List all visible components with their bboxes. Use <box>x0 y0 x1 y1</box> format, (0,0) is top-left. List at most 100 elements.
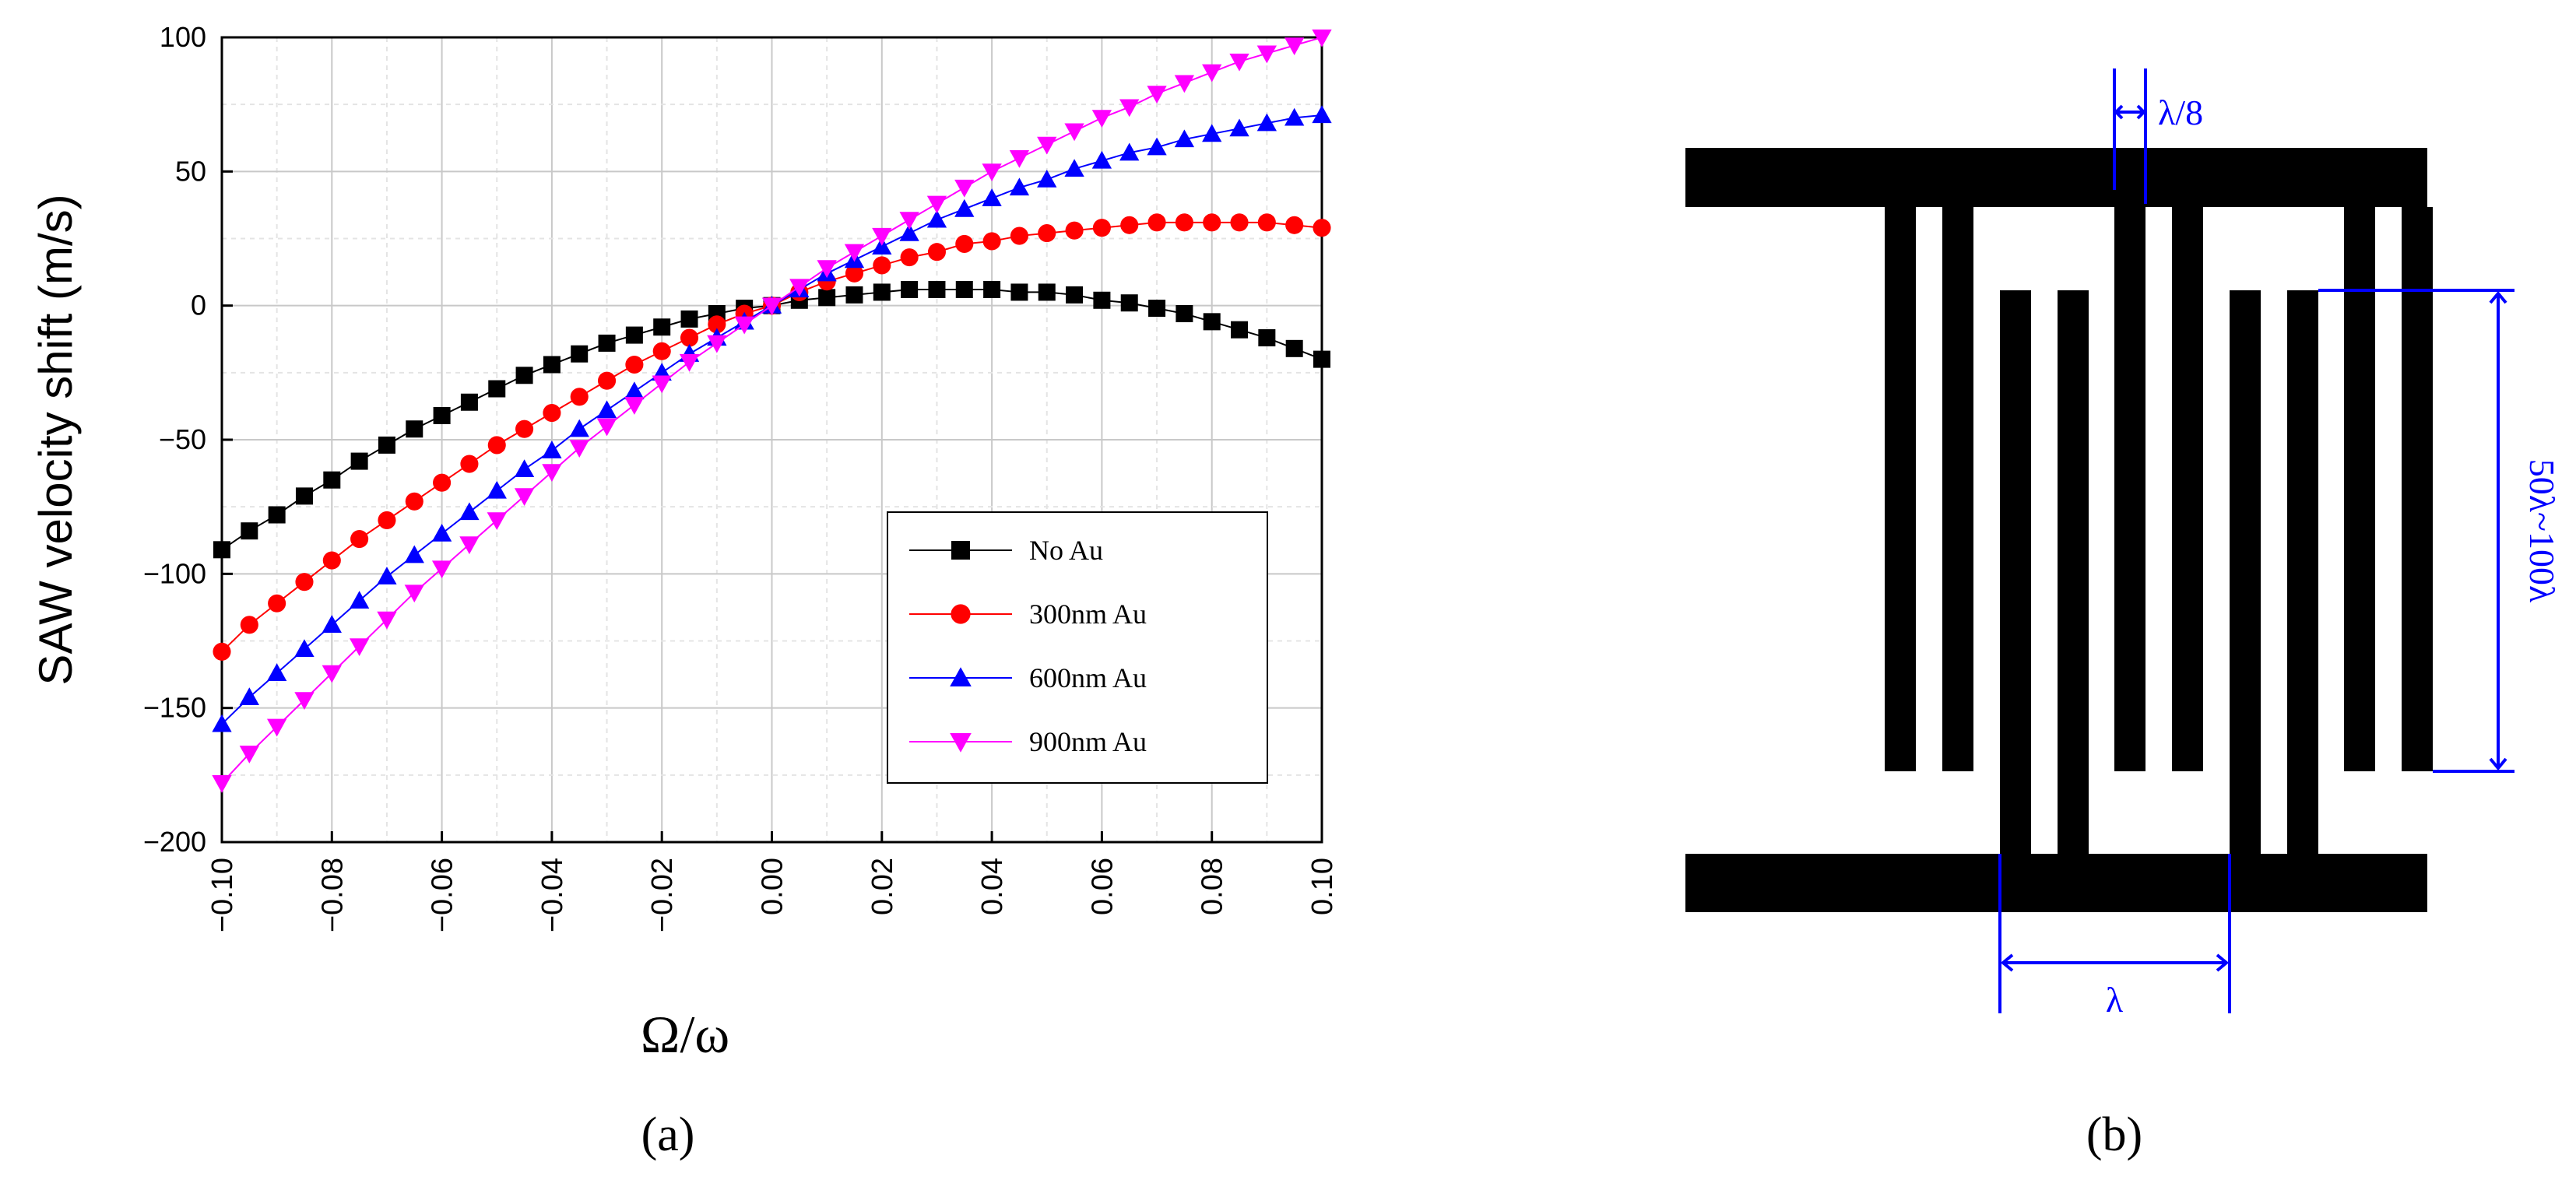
data-point-no-au <box>1066 286 1084 304</box>
caption-a-text: (a) <box>641 1108 695 1161</box>
data-point-600nm-au <box>899 223 919 241</box>
data-point-no-au <box>1231 321 1249 339</box>
top-finger <box>1942 207 1973 771</box>
x-tick-label: 0.06 <box>1086 858 1119 915</box>
data-point-300nm-au <box>625 355 644 374</box>
data-point-900nm-au <box>239 746 259 764</box>
y-axis-label: SAW velocity shift (m/s) <box>30 194 82 685</box>
y-tick-label: −50 <box>159 423 206 455</box>
data-point-600nm-au <box>1119 142 1140 161</box>
data-point-300nm-au <box>543 403 561 423</box>
data-point-900nm-au <box>789 279 810 297</box>
data-point-300nm-au <box>295 573 314 592</box>
data-point-600nm-au <box>459 502 480 521</box>
finger-width-label: λ/8 <box>2158 93 2203 132</box>
data-point-900nm-au <box>514 488 535 507</box>
data-point-no-au <box>845 286 863 304</box>
data-point-900nm-au <box>377 611 397 630</box>
data-point-300nm-au <box>1092 219 1111 237</box>
data-point-no-au <box>680 310 698 328</box>
data-point-no-au <box>873 283 891 301</box>
data-point-900nm-au <box>954 179 975 198</box>
caption-b-text: (b) <box>2086 1108 2142 1161</box>
data-point-600nm-au <box>1256 113 1277 132</box>
data-point-300nm-au <box>433 473 452 492</box>
caption-b: (b) <box>2086 1108 2142 1161</box>
top-finger <box>1885 207 1916 771</box>
data-point-no-au <box>1010 283 1028 301</box>
data-point-300nm-au <box>1175 213 1193 232</box>
data-point-300nm-au <box>927 243 946 262</box>
panel-b-idt-diagram: λ/8 λ 50λ~100λ (b) <box>1685 68 2562 1161</box>
data-point-900nm-au <box>652 375 672 394</box>
data-point-no-au <box>901 280 919 298</box>
data-point-900nm-au <box>459 536 480 555</box>
data-point-300nm-au <box>598 371 617 390</box>
data-point-900nm-au <box>487 512 507 531</box>
data-point-900nm-au <box>322 665 342 683</box>
legend-label-no-au: No Au <box>1029 535 1103 566</box>
data-point-600nm-au <box>487 480 507 499</box>
y-tick-label: 50 <box>175 155 206 187</box>
x-tick-label: 0.04 <box>976 858 1009 915</box>
x-tick-label: 0.02 <box>866 858 899 915</box>
data-point-no-au <box>1313 350 1330 368</box>
data-point-900nm-au <box>734 316 754 335</box>
data-point-900nm-au <box>817 260 837 279</box>
data-point-900nm-au <box>844 244 865 262</box>
data-point-no-au <box>653 318 671 336</box>
data-point-600nm-au <box>1174 129 1195 148</box>
data-point-300nm-au <box>213 642 231 661</box>
data-point-300nm-au <box>1038 224 1056 243</box>
data-point-600nm-au <box>404 545 424 563</box>
data-point-no-au <box>625 326 643 344</box>
data-point-600nm-au <box>926 209 947 228</box>
legend-box <box>887 511 1268 784</box>
data-point-900nm-au <box>294 692 315 710</box>
data-point-600nm-au <box>377 567 397 584</box>
bottom-finger <box>2230 290 2261 854</box>
data-point-600nm-au <box>569 419 589 437</box>
legend-label-300nm-au: 300nm Au <box>1029 599 1147 630</box>
series-layer <box>212 29 1332 793</box>
data-point-600nm-au <box>1037 170 1057 188</box>
data-point-600nm-au <box>1312 105 1332 124</box>
legend-marker-900nm-au <box>950 732 972 753</box>
top-finger <box>2114 207 2145 771</box>
data-point-no-au <box>1258 329 1276 347</box>
bottom-finger <box>2000 290 2031 854</box>
data-point-no-au <box>928 280 946 298</box>
data-point-900nm-au <box>1202 64 1222 82</box>
data-point-600nm-au <box>1147 137 1167 156</box>
data-point-300nm-au <box>1203 213 1221 232</box>
data-point-600nm-au <box>239 687 259 705</box>
y-tick-label: −150 <box>143 692 206 724</box>
data-point-300nm-au <box>405 492 423 511</box>
data-point-900nm-au <box>267 718 287 737</box>
bottom-finger <box>2058 290 2089 854</box>
data-point-no-au <box>1093 291 1111 309</box>
data-point-300nm-au <box>873 256 891 275</box>
data-point-900nm-au <box>707 335 727 353</box>
data-point-no-au <box>515 367 533 384</box>
data-point-900nm-au <box>926 195 947 214</box>
aperture-dimension <box>2318 289 2514 773</box>
data-point-300nm-au <box>240 616 258 634</box>
data-point-300nm-au <box>487 436 506 455</box>
data-point-900nm-au <box>1284 37 1305 55</box>
data-point-900nm-au <box>431 560 452 579</box>
x-tick-label: 0.08 <box>1197 858 1229 915</box>
data-point-900nm-au <box>1256 45 1277 64</box>
y-tick-label: 0 <box>191 290 206 321</box>
legend-label-900nm-au: 900nm Au <box>1029 726 1147 757</box>
data-point-300nm-au <box>680 328 699 347</box>
data-point-600nm-au <box>1064 159 1084 177</box>
top-finger <box>2172 207 2203 771</box>
top-finger <box>2402 207 2433 771</box>
data-point-no-au <box>433 406 451 424</box>
data-point-300nm-au <box>652 342 671 360</box>
data-point-900nm-au <box>542 464 562 483</box>
data-point-300nm-au <box>845 264 864 283</box>
x-tick-label: −0.04 <box>536 858 569 932</box>
